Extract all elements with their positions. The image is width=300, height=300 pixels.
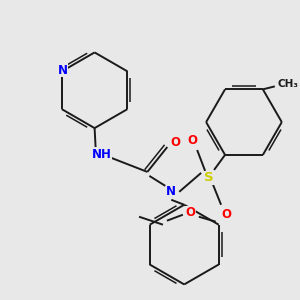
Text: O: O — [170, 136, 180, 148]
Text: CH₃: CH₃ — [277, 80, 298, 89]
Text: N: N — [58, 64, 68, 77]
Text: O: O — [186, 206, 196, 219]
Text: O: O — [187, 134, 197, 146]
Text: NH: NH — [92, 148, 112, 161]
Text: S: S — [204, 171, 214, 184]
Text: N: N — [166, 185, 176, 198]
Text: O: O — [221, 208, 231, 221]
